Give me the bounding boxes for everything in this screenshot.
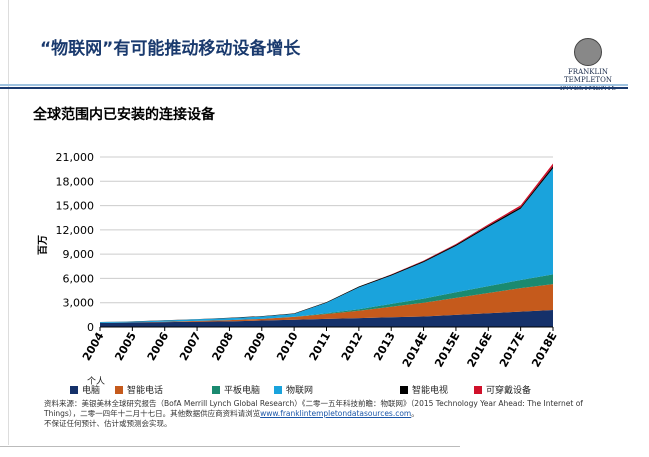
x-tick-label: 2009 bbox=[242, 330, 269, 363]
divider bbox=[0, 87, 628, 89]
x-tick-label: 2012 bbox=[339, 330, 366, 363]
disclaimer: 不保证任何预计、估计或预测会实现。 bbox=[44, 419, 172, 428]
divider bbox=[0, 84, 628, 86]
x-tick-label: 2010 bbox=[274, 330, 301, 363]
area-series-pc bbox=[100, 310, 553, 327]
legend: 个人 电脑 智能电话 平板电脑 物联网 智能电视 可穿戴设备 bbox=[70, 375, 630, 397]
legend-item-tv: 智能电视 bbox=[400, 383, 448, 396]
divider bbox=[0, 446, 460, 447]
x-tick-label: 2015E bbox=[432, 330, 462, 370]
y-tick-label: 21,000 bbox=[56, 151, 95, 164]
x-tick-label: 2016E bbox=[465, 330, 495, 370]
chart-title: 全球范围内已安装的连接设备 bbox=[33, 107, 215, 123]
x-tick-label: 2011 bbox=[307, 330, 334, 363]
x-tick-label: 2004 bbox=[80, 330, 107, 363]
y-tick-label: 6,000 bbox=[63, 272, 95, 285]
legend-item-smartphone: 智能电话 bbox=[115, 383, 163, 396]
legend-swatch bbox=[274, 385, 282, 394]
x-tick-label: 2013 bbox=[371, 330, 398, 363]
y-tick-label: 18,000 bbox=[56, 175, 95, 188]
y-axis-label: 百万 bbox=[37, 235, 49, 255]
x-tick-label: 2018E bbox=[529, 330, 559, 370]
legend-swatch bbox=[115, 385, 123, 394]
portrait-icon bbox=[574, 38, 602, 66]
legend-item-tablet: 平板电脑 bbox=[212, 383, 260, 396]
source-text: 资料来源：美银美林全球研究报告（BofA Merrill Lynch Globa… bbox=[44, 399, 583, 418]
legend-item-wearable: 可穿戴设备 bbox=[474, 383, 531, 396]
source-text-end: 。 bbox=[411, 409, 419, 418]
y-tick-label: 12,000 bbox=[56, 224, 95, 237]
legend-item-pc: 电脑 bbox=[70, 383, 100, 396]
slide-title: “物联网”有可能推动移动设备增长 bbox=[40, 39, 301, 59]
legend-swatch bbox=[474, 385, 482, 394]
slide-frame bbox=[8, 0, 9, 445]
y-tick-label: 0 bbox=[87, 321, 94, 334]
legend-label: 物联网 bbox=[286, 386, 314, 396]
y-tick-label: 9,000 bbox=[63, 248, 95, 261]
stacked-area-chart: 0 3,000 6,000 9,000 12,000 15,000 18,000 21,000… bbox=[37, 151, 560, 370]
source-link[interactable]: www.franklintempletondatasources.com bbox=[260, 409, 412, 418]
legend-prefix: 个人 bbox=[87, 377, 106, 387]
x-tick-label: 2017E bbox=[497, 330, 527, 370]
legend-swatch bbox=[70, 385, 78, 394]
logo-line1: FRANKLIN TEMPLETON bbox=[564, 68, 612, 84]
legend-swatch bbox=[400, 385, 408, 394]
y-tick-label: 15,000 bbox=[56, 200, 95, 213]
x-tick-label: 2007 bbox=[177, 330, 204, 363]
legend-label: 平板电脑 bbox=[224, 386, 261, 396]
legend-label: 智能电视 bbox=[412, 386, 449, 396]
x-tick-label: 2008 bbox=[209, 330, 236, 363]
legend-label: 电脑 bbox=[82, 386, 101, 396]
x-tick-label: 2014E bbox=[400, 330, 430, 370]
legend-item-iot: 物联网 bbox=[274, 383, 313, 396]
legend-swatch bbox=[212, 385, 220, 394]
x-tick-label: 2006 bbox=[145, 330, 172, 363]
y-tick-label: 3,000 bbox=[63, 297, 95, 310]
area-series-iot bbox=[100, 168, 553, 323]
legend-label: 可穿戴设备 bbox=[486, 386, 532, 396]
area-series-smartphone bbox=[100, 284, 553, 323]
x-tick-label: 2005 bbox=[112, 330, 139, 363]
source-note: 资料来源：美银美林全球研究报告（BofA Merrill Lynch Globa… bbox=[44, 399, 614, 429]
legend-label: 智能电话 bbox=[127, 386, 164, 396]
